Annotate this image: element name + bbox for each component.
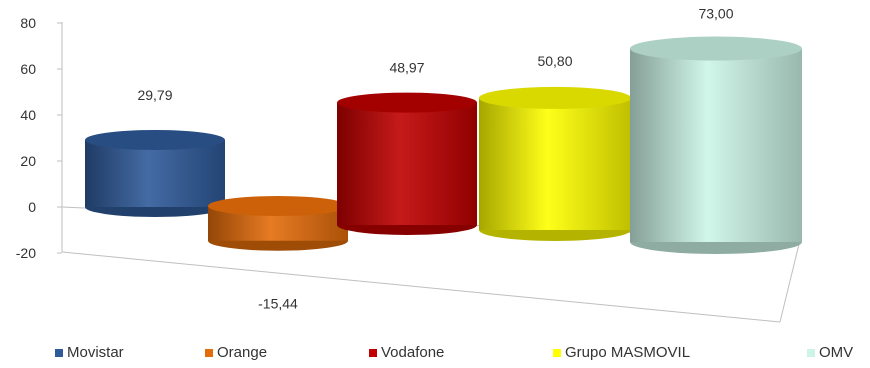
data-label: 29,79 bbox=[137, 87, 172, 103]
legend-item: Grupo MASMOVIL bbox=[553, 344, 690, 361]
legend: Movistar Orange Vodafone Grupo MASMOVIL OMV bbox=[0, 340, 870, 364]
bar-omv bbox=[630, 36, 802, 254]
legend-swatch bbox=[807, 348, 815, 357]
legend-item: OMV bbox=[807, 344, 853, 361]
data-label: 73,00 bbox=[698, 6, 733, 22]
y-axis-ticks: 80 60 40 20 0 -20 bbox=[16, 15, 62, 261]
bar-body bbox=[630, 48, 802, 242]
bars bbox=[85, 36, 802, 254]
legend-label: Orange bbox=[217, 344, 268, 361]
bar-body bbox=[337, 102, 477, 225]
legend-label: OMV bbox=[819, 344, 854, 361]
y-tick-label: 60 bbox=[20, 61, 36, 77]
y-tick-label: -20 bbox=[16, 245, 36, 261]
bar-body bbox=[85, 139, 225, 207]
legend-swatch bbox=[205, 348, 213, 357]
bar-vodafone bbox=[337, 92, 477, 235]
bar-orange bbox=[208, 196, 348, 251]
legend-label: Grupo MASMOVIL bbox=[565, 344, 691, 361]
legend-item: Orange bbox=[205, 344, 267, 361]
legend-swatch bbox=[369, 348, 377, 357]
bar-top bbox=[630, 36, 802, 61]
floor-front-line bbox=[61, 251, 781, 323]
legend-item: Vodafone bbox=[369, 344, 444, 361]
legend-item: Movistar bbox=[55, 344, 124, 361]
data-label: 50,80 bbox=[537, 53, 572, 69]
legend-label: Movistar bbox=[67, 344, 124, 361]
y-tick-label: 0 bbox=[28, 199, 36, 215]
bar-top bbox=[479, 86, 631, 109]
legend-swatch bbox=[553, 348, 561, 357]
bar-movistar bbox=[85, 129, 225, 217]
legend-swatch bbox=[55, 348, 63, 357]
bar-grupo-masmovil bbox=[479, 86, 631, 241]
legend-label: Vodafone bbox=[381, 344, 445, 361]
y-tick-label: 40 bbox=[20, 107, 36, 123]
bar-top bbox=[208, 196, 348, 216]
y-tick-label: 20 bbox=[20, 153, 36, 169]
data-label: -15,44 bbox=[258, 296, 298, 312]
y-tick-label: 80 bbox=[20, 15, 36, 31]
bar-top bbox=[337, 92, 477, 113]
bar-body bbox=[479, 97, 631, 230]
bar-top bbox=[85, 129, 225, 150]
data-label: 48,97 bbox=[389, 60, 424, 76]
data-labels: 29,79 -15,44 48,97 50,80 73,00 bbox=[137, 6, 733, 312]
floor-right-line bbox=[779, 239, 801, 323]
